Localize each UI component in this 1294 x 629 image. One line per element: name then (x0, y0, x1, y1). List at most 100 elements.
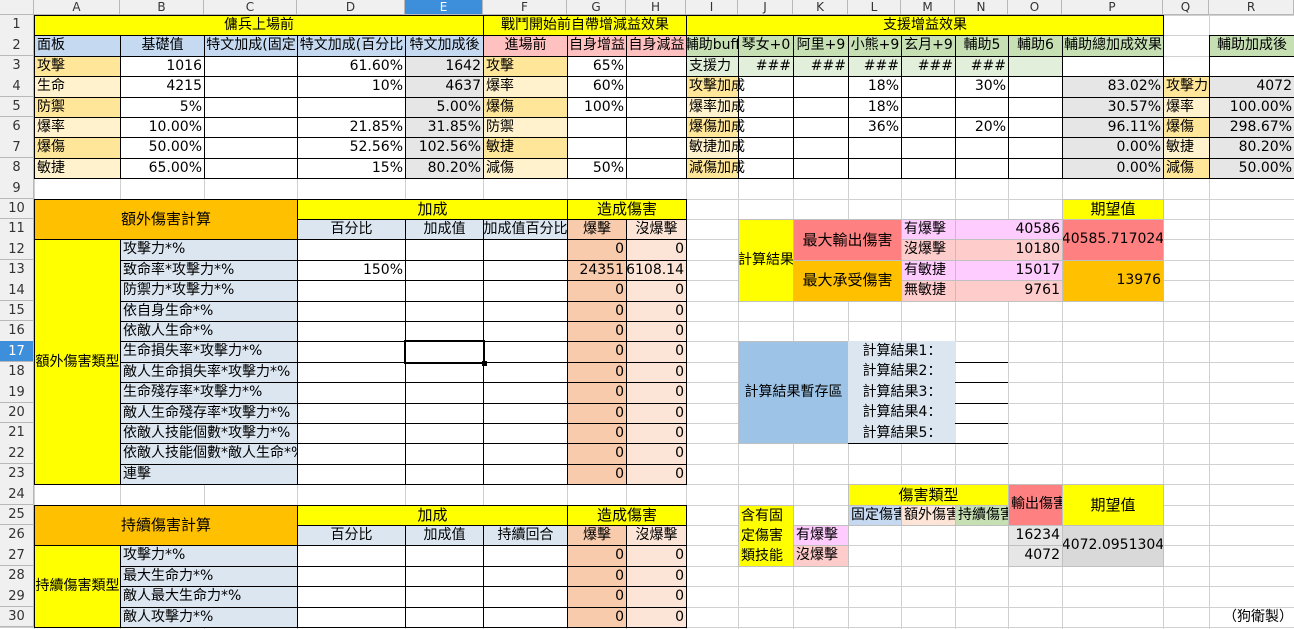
cell-f13[interactable] (483, 259, 568, 282)
cell-h30[interactable]: 0 (626, 606, 687, 628)
cell-h11[interactable]: 沒爆擊 (626, 219, 687, 241)
cell-e4[interactable]: 4637 (405, 76, 484, 98)
cell-p8[interactable]: 0.00% (1062, 157, 1164, 180)
cell-f28[interactable] (483, 565, 568, 588)
cell-f15[interactable] (483, 300, 568, 322)
row-header-6[interactable]: 6 (0, 117, 34, 138)
cell-r7[interactable]: 80.20% (1209, 137, 1294, 159)
cell-g26[interactable]: 爆擊 (567, 525, 627, 547)
cell-e20[interactable] (405, 402, 484, 424)
cell-a25-c26[interactable]: 持續傷害計算 (34, 504, 298, 547)
cell-g19[interactable]: 0 (567, 382, 627, 404)
cell-l24-n24[interactable]: 傷害類型 (848, 484, 1009, 506)
cell-b15-c15[interactable]: 依自身生命*% (120, 300, 298, 322)
cell-l19-m19[interactable]: 計算結果3： (848, 382, 956, 404)
cell-h16[interactable]: 0 (626, 321, 687, 343)
row-header-18[interactable]: 18 (0, 361, 34, 383)
column-header-N[interactable]: N (955, 0, 1008, 15)
column-header-G[interactable]: G (567, 0, 626, 15)
cell-l8[interactable] (848, 157, 902, 180)
cell-p10[interactable]: 期望值 (1062, 198, 1164, 220)
cell-p5[interactable]: 30.57% (1062, 96, 1164, 118)
cell-l21-m21[interactable]: 計算結果5： (848, 423, 956, 445)
cell-l3[interactable]: ### (848, 55, 902, 78)
cell-g22[interactable]: 0 (567, 443, 627, 465)
cell-m5[interactable] (901, 96, 956, 118)
row-header-8[interactable]: 8 (0, 157, 34, 179)
cell-h28[interactable]: 0 (626, 565, 687, 588)
cell-e14[interactable] (405, 280, 484, 302)
cell-b28-c28[interactable]: 最大生命力*% (120, 565, 298, 588)
cell-d30[interactable] (297, 606, 406, 628)
cell-g5[interactable]: 100% (567, 96, 627, 118)
row-header-23[interactable]: 23 (0, 463, 34, 485)
cell-h7[interactable] (626, 137, 687, 159)
cell-n12-o12[interactable]: 10180 (955, 239, 1063, 261)
cell-m3[interactable]: ### (901, 55, 956, 78)
cell-d23[interactable] (297, 463, 406, 486)
cell-n25[interactable]: 持續傷害 (955, 504, 1009, 526)
cell-p7[interactable]: 0.00% (1062, 137, 1164, 159)
cell-k7[interactable] (793, 137, 849, 159)
row-header-20[interactable]: 20 (0, 402, 34, 424)
cell-h19[interactable]: 0 (626, 382, 687, 404)
cell-b27-c27[interactable]: 攻擊力*% (120, 545, 298, 567)
column-header-R[interactable]: R (1209, 0, 1294, 15)
cell-d4[interactable]: 10% (297, 76, 406, 98)
cell-k13-l14[interactable]: 最大承受傷害 (793, 259, 902, 302)
cell-a1-e1[interactable]: 傭兵上場前 (34, 15, 484, 37)
cell-g28[interactable]: 0 (567, 565, 627, 588)
cell-f11[interactable]: 加成值百分比 (483, 219, 568, 241)
cell-g6[interactable] (567, 117, 627, 139)
cell-a6[interactable]: 爆率 (34, 117, 121, 139)
cell-a5[interactable]: 防禦 (34, 96, 121, 118)
cell-f29[interactable] (483, 586, 568, 608)
cell-d18[interactable] (297, 361, 406, 384)
cell-e19[interactable] (405, 382, 484, 404)
cell-b29-c29[interactable]: 敵人最大生命力*% (120, 586, 298, 608)
column-header-K[interactable]: K (793, 0, 848, 15)
cell-b22-c22[interactable]: 依敵人技能個數*敵人生命*% (120, 443, 298, 465)
cell-o2[interactable]: 輔助6 (1008, 35, 1063, 57)
cell-h27[interactable]: 0 (626, 545, 687, 567)
cell-r2[interactable]: 輔助加成後 (1209, 35, 1294, 57)
cell-k26[interactable]: 有爆擊 (793, 525, 849, 547)
cell-d29[interactable] (297, 586, 406, 608)
cell-b16-c16[interactable]: 依敵人生命*% (120, 321, 298, 343)
cell-d21[interactable] (297, 423, 406, 445)
cell-b12-c12[interactable]: 攻擊力*% (120, 239, 298, 261)
column-header-C[interactable]: C (204, 0, 297, 15)
cell-k5[interactable] (793, 96, 849, 118)
cell-p13-p14[interactable]: 13976 (1062, 259, 1164, 302)
cell-i3[interactable]: 支援力 (686, 55, 739, 78)
cell-e5[interactable]: 5.00% (405, 96, 484, 118)
cell-e29[interactable] (405, 586, 484, 608)
cell-h14[interactable]: 0 (626, 280, 687, 302)
column-header-H[interactable]: H (626, 0, 686, 15)
cell-q7[interactable]: 敏捷 (1163, 137, 1210, 159)
cell-m7[interactable] (901, 137, 956, 159)
cell-d25-f25[interactable]: 加成 (297, 504, 568, 526)
column-header-L[interactable]: L (848, 0, 901, 15)
cell-p24-p25[interactable]: 期望值 (1062, 484, 1164, 526)
column-header-M[interactable]: M (901, 0, 955, 15)
cell-b17-c17[interactable]: 生命損失率*攻擊力*% (120, 341, 298, 363)
cell-h22[interactable]: 0 (626, 443, 687, 465)
column-header-B[interactable]: B (120, 0, 204, 15)
cell-f8[interactable]: 減傷 (483, 157, 568, 180)
cell-h17[interactable]: 0 (626, 341, 687, 363)
cell-h15[interactable]: 0 (626, 300, 687, 322)
cell-n11-o11[interactable]: 40586 (955, 219, 1063, 241)
cell-i1-p1[interactable]: 支援增益效果 (686, 15, 1164, 37)
cell-h13[interactable]: 6108.14 (626, 259, 687, 282)
cell-e21[interactable] (405, 423, 484, 445)
cell-o3[interactable] (1008, 55, 1063, 78)
cell-d12[interactable] (297, 239, 406, 261)
cell-g16[interactable]: 0 (567, 321, 627, 343)
cell-b2[interactable]: 基礎值 (120, 35, 205, 57)
cell-c6[interactable] (204, 117, 298, 139)
cell-i7[interactable]: 敏捷加成 (686, 137, 745, 159)
row-header-19[interactable]: 19 (0, 382, 34, 404)
cell-j25-j27[interactable]: 含有固定傷害類技能計算區 (738, 504, 794, 567)
